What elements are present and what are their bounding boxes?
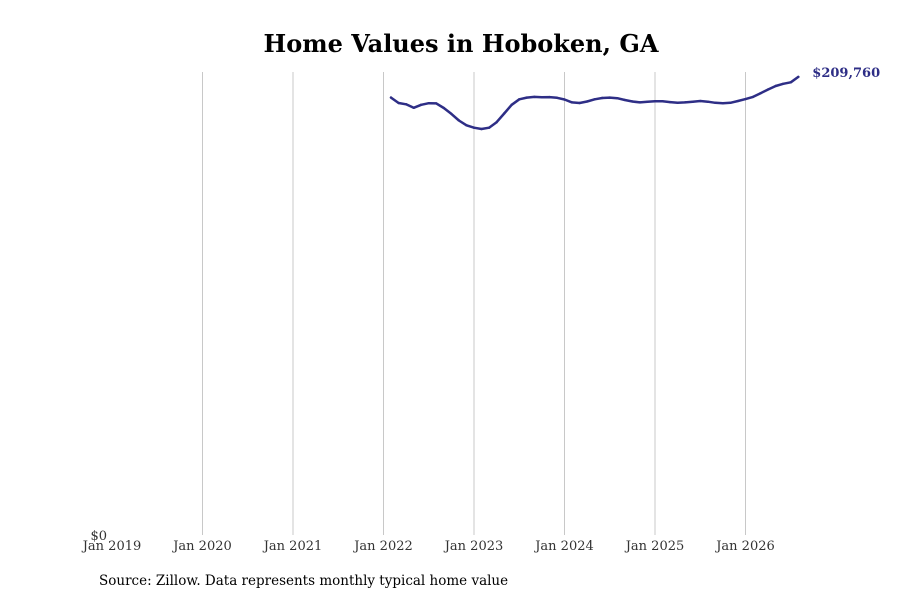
data-point <box>457 119 461 122</box>
data-point <box>404 103 408 106</box>
data-point <box>533 95 536 99</box>
data-point <box>721 102 725 105</box>
data-point <box>397 101 400 105</box>
data-point <box>487 126 491 129</box>
data-point <box>555 96 559 99</box>
data-point <box>518 98 521 101</box>
x-tick-label: Jan 2026 <box>714 539 775 554</box>
gridlines <box>202 72 746 535</box>
data-point <box>540 96 544 99</box>
x-tick-label: Jan 2021 <box>262 539 323 554</box>
data-point <box>389 96 393 99</box>
data-point <box>789 81 792 84</box>
data-point <box>759 91 762 95</box>
data-point <box>480 127 483 131</box>
data-point <box>465 124 468 127</box>
y-axis-zero-label: $0 <box>90 529 107 544</box>
data-point <box>736 99 740 103</box>
data-point <box>616 97 619 100</box>
data-point <box>631 100 634 103</box>
data-point <box>774 84 777 88</box>
data-point <box>751 95 755 99</box>
data-point <box>450 112 453 116</box>
data-point <box>782 82 785 85</box>
data-point <box>714 101 717 104</box>
data-point <box>442 106 446 110</box>
data-point <box>729 101 732 104</box>
data-point <box>412 106 415 110</box>
data-point <box>510 103 513 106</box>
data-point <box>623 98 627 102</box>
data-point <box>699 99 702 103</box>
series-layer: $209,760 <box>389 66 880 131</box>
data-point <box>495 121 498 124</box>
x-tick-label: Jan 2020 <box>171 539 232 554</box>
series-line <box>389 75 800 131</box>
data-point <box>744 97 747 101</box>
data-point <box>608 96 611 99</box>
data-point <box>668 100 672 104</box>
data-point <box>691 100 694 103</box>
data-point <box>548 95 551 99</box>
data-point <box>646 100 649 103</box>
x-tick-label: Jan 2022 <box>352 539 413 554</box>
data-point <box>570 101 574 104</box>
x-tick-label: Jan 2025 <box>624 539 685 554</box>
chart-title: Home Values in Hoboken, GA <box>264 29 659 58</box>
data-point <box>683 101 687 104</box>
data-point <box>578 101 581 105</box>
data-point <box>766 88 770 91</box>
data-point <box>585 100 589 103</box>
data-point <box>435 102 438 105</box>
data-point <box>706 100 709 103</box>
x-tick-label: Jan 2019 <box>81 539 142 554</box>
data-point <box>638 101 642 104</box>
x-tick-label: Jan 2023 <box>443 539 504 554</box>
data-point <box>593 98 596 101</box>
data-point <box>502 112 506 115</box>
data-point <box>563 98 566 101</box>
data-point <box>601 96 604 100</box>
data-point <box>661 100 664 103</box>
data-point <box>472 126 476 129</box>
x-tick-label: Jan 2024 <box>533 539 594 554</box>
data-point <box>420 103 423 106</box>
x-axis-ticks: Jan 2019 Jan 2020 Jan 2021 Jan 2022 Jan 2023… <box>81 539 775 554</box>
data-point <box>525 96 528 99</box>
data-point <box>653 100 657 103</box>
data-point <box>797 75 800 79</box>
source-note: Source: Zillow. Data represents monthly … <box>99 573 509 589</box>
end-value-label: $209,760 <box>812 66 880 81</box>
data-point <box>427 102 430 105</box>
data-point <box>676 101 679 104</box>
